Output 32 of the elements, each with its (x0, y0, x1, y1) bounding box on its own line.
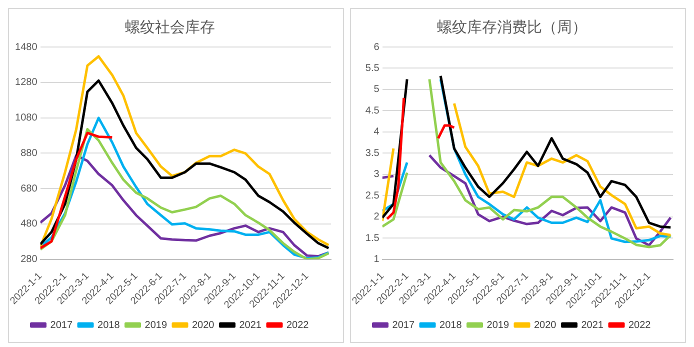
legend-label: 2017 (50, 320, 73, 331)
legend-label: 2017 (392, 320, 415, 331)
y-tick-label: 4 (374, 126, 380, 138)
y-tick-label: 1080 (15, 112, 38, 124)
legend-label: 2022 (628, 320, 652, 331)
legend-label: 2020 (192, 320, 215, 331)
y-tick-label: 1280 (15, 77, 38, 88)
y-tick-label: 4.5 (365, 105, 380, 116)
legend-label: 2018 (98, 320, 120, 331)
y-tick-label: 280 (20, 254, 38, 266)
legend-label: 2018 (440, 320, 462, 331)
legend-label: 2020 (534, 320, 557, 331)
legend-label: 2022 (286, 320, 310, 331)
y-tick-label: 1480 (15, 42, 38, 53)
y-tick-label: 6 (374, 42, 380, 53)
y-tick-label: 680 (20, 183, 38, 194)
y-tick-label: 2.5 (365, 190, 380, 202)
chart-title: 螺纹库存消费比（周） (437, 18, 587, 36)
legend-label: 2021 (581, 320, 604, 331)
legend-label: 2021 (239, 320, 262, 331)
y-tick-label: 5 (374, 84, 380, 96)
y-tick-label: 1 (374, 254, 380, 266)
y-tick-label: 2 (374, 212, 380, 223)
y-tick-label: 480 (20, 218, 38, 230)
legend-label: 2019 (486, 320, 510, 331)
legend-label: 2019 (144, 320, 168, 331)
y-tick-label: 5.5 (365, 62, 380, 74)
y-tick-label: 880 (20, 148, 38, 159)
y-tick-label: 3 (374, 169, 380, 180)
chart-title: 螺纹社会库存 (125, 18, 215, 36)
y-tick-label: 1.5 (365, 232, 380, 244)
y-tick-label: 3.5 (365, 148, 380, 159)
